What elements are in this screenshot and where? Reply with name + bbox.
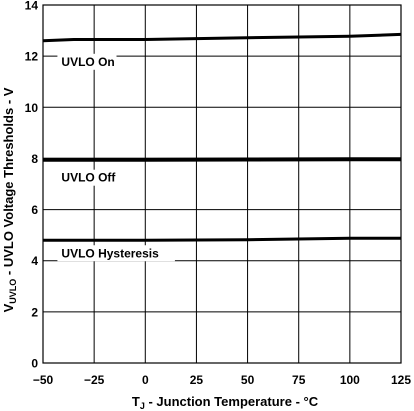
- y-tick-label-0: 0: [31, 357, 38, 371]
- x-axis-title-main: T: [132, 394, 140, 409]
- x-axis-title-sub: J: [140, 401, 145, 411]
- plot-frame: [42, 4, 402, 364]
- x-tick-label-2: 0: [142, 373, 149, 387]
- x-tick-label-6: 100: [340, 373, 360, 387]
- series-label-bg-2: [57, 245, 175, 262]
- y-tick-label-1: 2: [31, 305, 38, 319]
- y-tick-label-6: 12: [25, 50, 39, 64]
- series-line-2: [43, 236, 401, 242]
- x-tick-label-0: −50: [33, 373, 54, 387]
- x-axis-title-rest: - Junction Temperature - °C: [145, 394, 319, 409]
- series-label-bg-1: [57, 169, 124, 186]
- y-axis-title-rest: - UVLO Voltage Thresholds - V: [1, 87, 16, 278]
- series-label-1: UVLO Off: [61, 171, 116, 185]
- x-tick-label-7: 125: [391, 373, 411, 387]
- x-axis-title: TJ - Junction Temperature - °C: [132, 394, 319, 411]
- y-tick-label-7: 14: [25, 0, 39, 13]
- y-tick-label-4: 8: [31, 152, 38, 166]
- x-tick-label-5: 75: [292, 373, 306, 387]
- tick-labels: −50 −25 0 25 50 75 100 125 0 2 4 6 8 10 12 14: [25, 0, 412, 387]
- y-axis-title-sub: UVLO: [8, 279, 18, 304]
- x-tick-label-4: 50: [241, 373, 255, 387]
- y-tick-label-5: 10: [25, 101, 39, 115]
- y-tick-label-2: 4: [31, 254, 38, 268]
- series-labels: UVLO On UVLO Off UVLO Hysteresis: [57, 53, 175, 262]
- series-line-0: [42, 32, 402, 43]
- series-lines: [42, 32, 402, 242]
- series-label-bg-0: [57, 53, 117, 70]
- y-axis-title-main: V: [1, 303, 16, 312]
- x-tick-label-1: −25: [84, 373, 105, 387]
- series-line-1: [43, 157, 401, 162]
- y-tick-label-3: 6: [31, 203, 38, 217]
- series-label-2: UVLO Hysteresis: [61, 246, 159, 260]
- y-axis-title: VUVLO - UVLO Voltage Thresholds - V: [1, 87, 18, 312]
- x-tick-label-3: 25: [190, 373, 204, 387]
- series-label-0: UVLO On: [61, 55, 114, 69]
